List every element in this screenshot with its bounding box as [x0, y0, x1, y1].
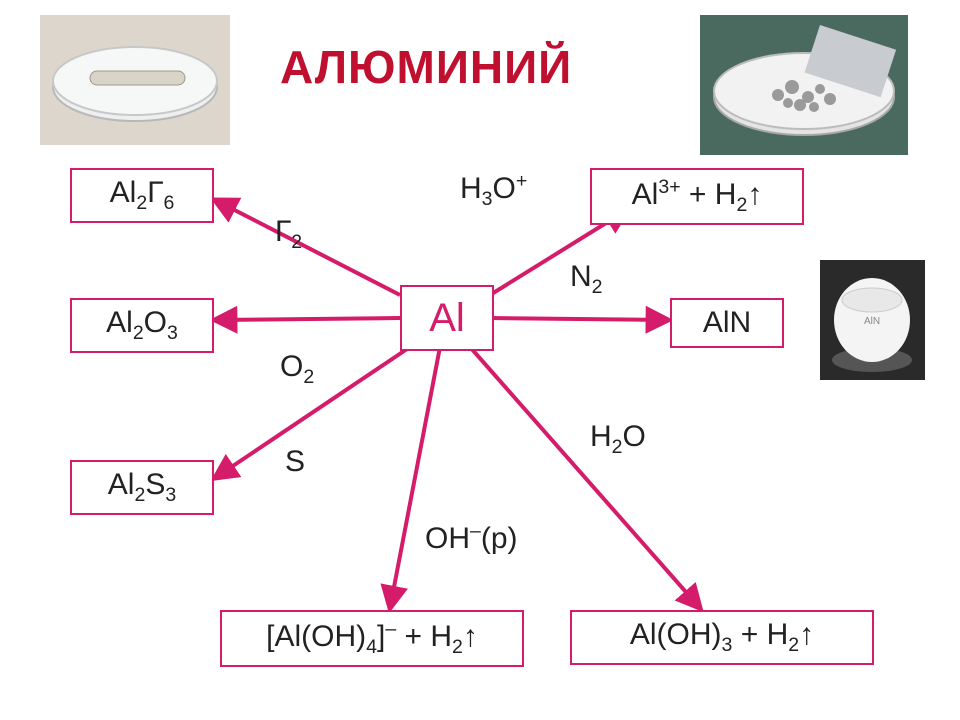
arrow-to-al2g6 — [215, 200, 400, 295]
box-al3-h2: Al3+ + H2↑ — [590, 168, 804, 225]
arrow-to-al2o3 — [215, 318, 400, 320]
metal-dish-icon — [700, 15, 908, 155]
label-h2o: H2O — [590, 420, 646, 459]
powder-jar-icon: AlN — [820, 260, 925, 380]
center-label: Al — [429, 296, 465, 341]
label-n2: N2 — [570, 260, 603, 299]
box-aln: AlN — [670, 298, 784, 348]
label-s: S — [285, 445, 305, 479]
diagram-stage: AlN АЛЮМИНИЙ Al Al2Г6 Al3+ + H2↑ Al2O3 A… — [0, 0, 960, 720]
photo-aln-jar: AlN — [820, 260, 925, 380]
arrow-to-aloh4 — [390, 347, 440, 608]
box-aloh3-h2: Al(OH)3 + H2↑ — [570, 610, 874, 665]
photo-petri-dish-right — [700, 15, 908, 155]
photo-petri-dish-left — [40, 15, 230, 145]
label-h3o: H3O+ — [460, 170, 527, 211]
label-g2: Г2 — [275, 215, 302, 254]
box-aloh4-h2: [Al(OH)4]– + H2↑ — [220, 610, 524, 667]
svg-text:AlN: AlN — [864, 316, 880, 327]
center-element-al: Al — [400, 285, 494, 351]
box-al2o3: Al2O3 — [70, 298, 214, 353]
arrow-to-aln — [490, 318, 668, 320]
label-o2: O2 — [280, 350, 314, 389]
petri-dish-icon — [40, 15, 230, 145]
arrow-to-aloh3 — [470, 347, 700, 608]
label-ohp: OH–(р) — [425, 520, 518, 556]
page-title: АЛЮМИНИЙ — [280, 40, 572, 94]
box-al2s3: Al2S3 — [70, 460, 214, 515]
box-al2g6: Al2Г6 — [70, 168, 214, 223]
